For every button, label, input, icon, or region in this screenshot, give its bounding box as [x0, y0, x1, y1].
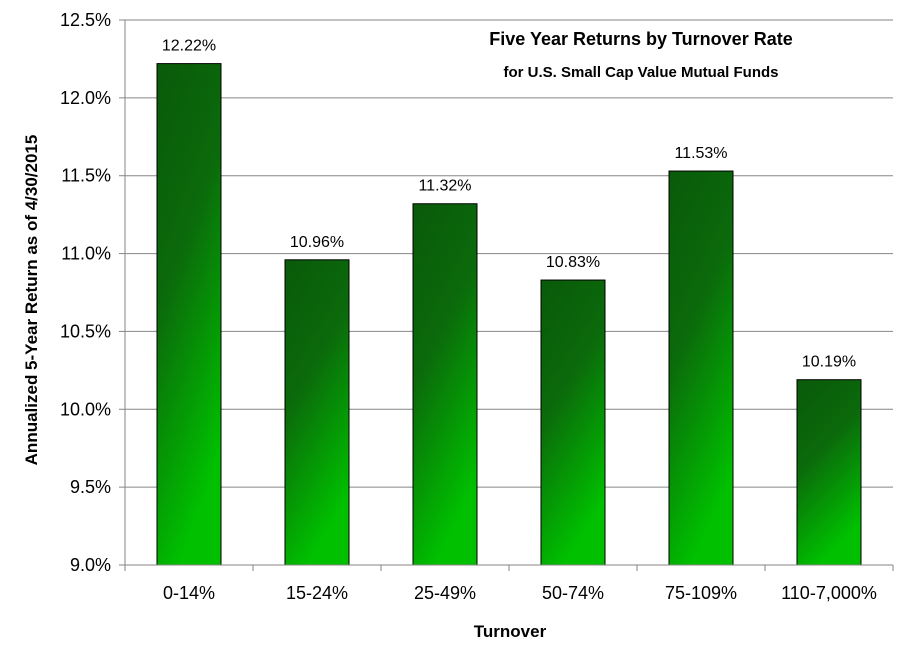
bars [156, 63, 862, 566]
x-tick-label: 50-74% [542, 583, 604, 603]
x-tick-label: 25-49% [414, 583, 476, 603]
data-label: 11.32% [418, 178, 471, 195]
data-label: 10.96% [290, 234, 344, 251]
y-tick-label: 11.0% [61, 244, 111, 264]
bar-2 [412, 203, 478, 566]
y-tick-label: 9.0% [70, 555, 111, 575]
y-axis-title: Annualized 5-Year Return as of 4/30/2015 [22, 135, 41, 466]
bar-1 [284, 259, 350, 566]
y-tick-labels: 9.0% 9.5% 10.0% 10.5% 11.0% 11.5% 12.0% 12.5% [60, 10, 111, 575]
y-tick-label: 9.5% [70, 477, 111, 497]
data-label: 10.83% [546, 254, 600, 271]
y-tick-label: 12.0% [60, 88, 111, 108]
bar-3 [540, 279, 606, 566]
x-tick-label: 75-109% [665, 583, 737, 603]
y-tick-label: 10.0% [60, 399, 111, 419]
bar-0 [156, 63, 222, 566]
x-tick-label: 15-24% [286, 583, 348, 603]
x-tick-labels: 0-14% 15-24% 25-49% 50-74% 75-109% 110-7,000% [163, 583, 877, 603]
y-tick-label: 11.5% [61, 166, 111, 186]
data-label: 10.19% [802, 354, 856, 371]
chart-subtitle: for U.S. Small Cap Value Mutual Funds [503, 64, 778, 81]
y-tick-label: 10.5% [60, 321, 111, 341]
gridlines [119, 19, 893, 566]
x-tick-label: 0-14% [163, 583, 215, 603]
data-labels: 12.22% 10.96% 11.32% 10.83% 11.53% 10.19% [162, 38, 856, 371]
data-label: 12.22% [162, 38, 216, 55]
y-tick-label: 12.5% [60, 10, 111, 30]
bar-4 [668, 170, 734, 566]
bar-5 [796, 379, 862, 566]
x-axis-title: Turnover [474, 622, 547, 641]
data-label: 11.53% [674, 145, 727, 162]
axes [124, 20, 894, 571]
x-tick-label: 110-7,000% [781, 583, 877, 603]
chart-title: Five Year Returns by Turnover Rate [489, 29, 792, 49]
